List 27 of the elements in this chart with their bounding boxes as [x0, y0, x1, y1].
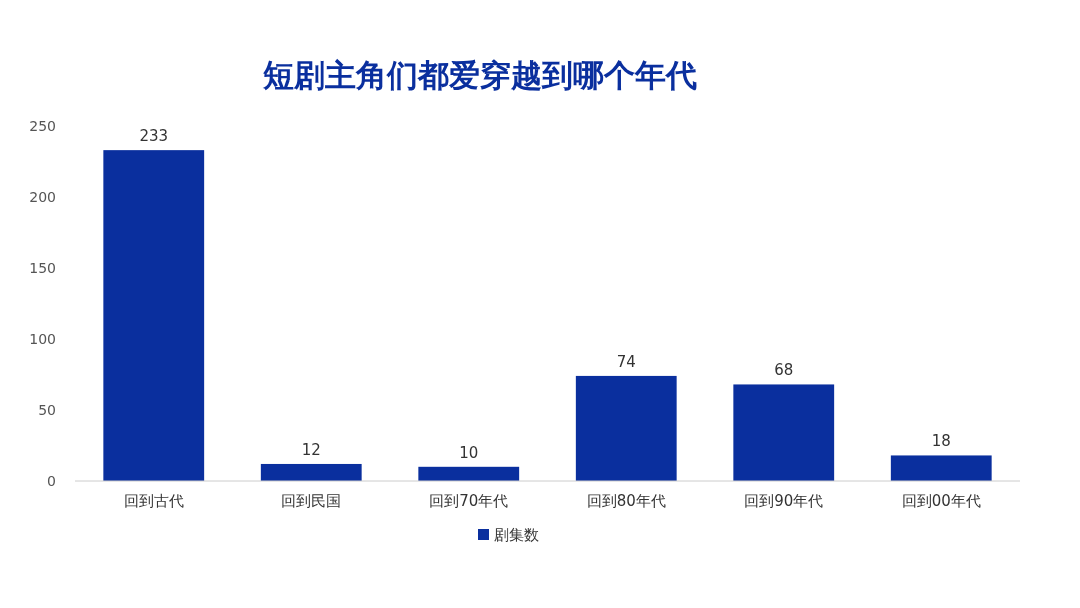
y-tick-label: 200 — [29, 189, 56, 205]
y-tick-label: 100 — [29, 331, 56, 347]
data-label: 74 — [616, 352, 636, 371]
data-label: 12 — [301, 440, 321, 459]
chart-title: 短剧主角们都爱穿越到哪个年代 — [262, 57, 697, 93]
bar — [890, 455, 992, 481]
y-tick-label: 0 — [47, 473, 56, 489]
x-tick-label: 回到00年代 — [901, 492, 981, 510]
bar — [418, 466, 520, 481]
y-tick-label: 150 — [29, 260, 56, 276]
x-tick-label: 回到80年代 — [586, 492, 666, 510]
y-tick-label: 50 — [38, 402, 56, 418]
bar — [260, 463, 362, 481]
data-label: 233 — [139, 127, 169, 146]
x-tick-label: 回到70年代 — [429, 492, 509, 510]
bar — [575, 375, 677, 481]
data-label: 18 — [931, 432, 951, 451]
legend-label: 剧集数 — [494, 526, 539, 544]
bar — [733, 384, 835, 481]
bar — [103, 150, 205, 481]
legend: 剧集数 — [478, 526, 539, 544]
y-tick-label: 250 — [29, 118, 56, 134]
x-tick-label: 回到90年代 — [744, 492, 824, 510]
data-label: 68 — [774, 361, 794, 380]
x-tick-label: 回到古代 — [123, 492, 184, 510]
x-tick-label: 回到民国 — [281, 492, 342, 510]
data-label: 10 — [459, 443, 479, 462]
